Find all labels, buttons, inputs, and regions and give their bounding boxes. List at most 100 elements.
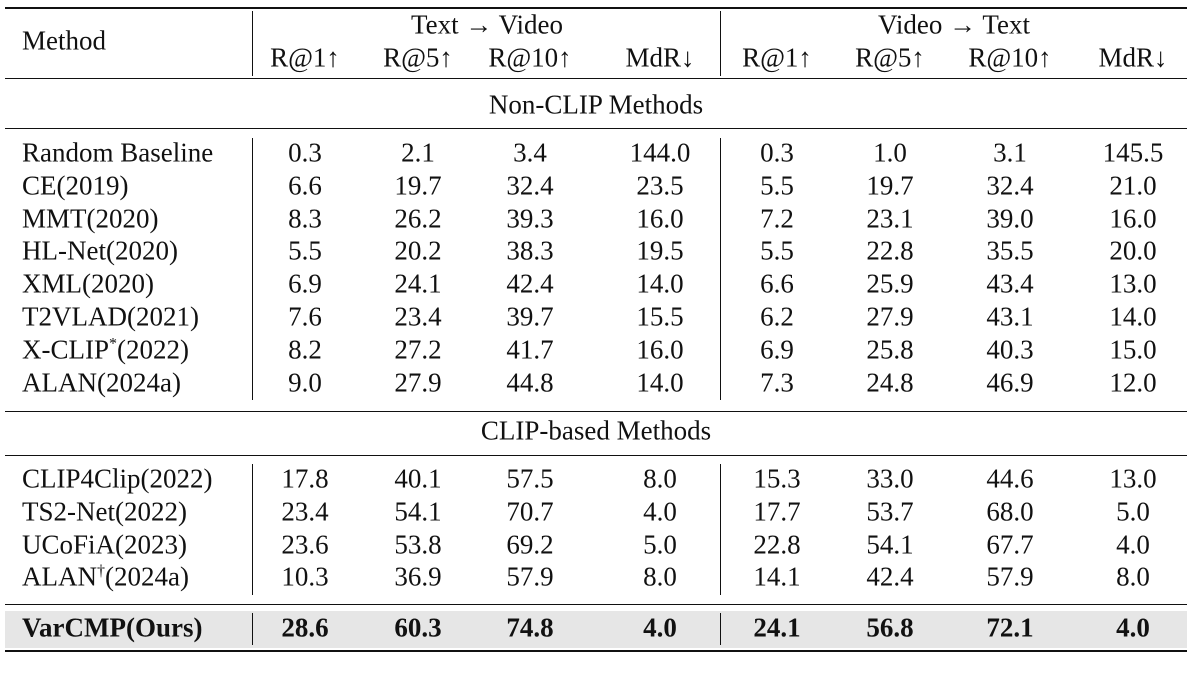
cell-value: 41.7 bbox=[506, 334, 554, 365]
header-column: R@1↑ bbox=[270, 42, 340, 73]
cell-value: 19.7 bbox=[394, 170, 442, 201]
method-name: ALAN†(2024a) bbox=[22, 561, 189, 592]
method-name: MMT(2020) bbox=[22, 203, 159, 234]
column-divider bbox=[720, 613, 721, 645]
cell-value: 14.0 bbox=[636, 367, 684, 398]
cell-value: 43.1 bbox=[986, 301, 1034, 332]
cell-value: 44.8 bbox=[506, 367, 554, 398]
cell-value: 25.8 bbox=[866, 334, 914, 365]
column-divider bbox=[252, 613, 253, 645]
section-rule bbox=[5, 455, 1187, 456]
cell-value: 60.3 bbox=[394, 612, 442, 643]
cell-value: 12.0 bbox=[1109, 367, 1157, 398]
method-name: XML(2020) bbox=[22, 268, 154, 299]
cell-value: 8.3 bbox=[288, 203, 322, 234]
cell-value: 32.4 bbox=[986, 170, 1034, 201]
cell-value: 57.9 bbox=[986, 561, 1034, 592]
cell-value: 4.0 bbox=[1116, 529, 1150, 560]
cell-value: 35.5 bbox=[986, 235, 1034, 266]
cell-value: 27.9 bbox=[394, 367, 442, 398]
cell-value: 16.0 bbox=[636, 203, 684, 234]
cell-value: 19.5 bbox=[636, 235, 684, 266]
cell-value: 8.0 bbox=[643, 561, 677, 592]
cell-value: 6.6 bbox=[760, 268, 794, 299]
cell-value: 68.0 bbox=[986, 496, 1034, 527]
cell-value: 13.0 bbox=[1109, 463, 1157, 494]
cell-value: 39.7 bbox=[506, 301, 554, 332]
cell-value: 14.0 bbox=[636, 268, 684, 299]
cell-value: 4.0 bbox=[1116, 612, 1150, 643]
header-column: MdR↓ bbox=[1098, 42, 1168, 73]
cell-value: 0.3 bbox=[288, 137, 322, 168]
cell-value: 28.6 bbox=[281, 612, 329, 643]
method-name: VarCMP(Ours) bbox=[22, 612, 203, 643]
cell-value: 16.0 bbox=[636, 334, 684, 365]
method-name: ALAN(2024a) bbox=[22, 367, 181, 398]
cell-value: 16.0 bbox=[1109, 203, 1157, 234]
section-rule bbox=[5, 604, 1187, 605]
method-name: CE(2019) bbox=[22, 170, 129, 201]
cell-value: 5.5 bbox=[760, 235, 794, 266]
header-method: Method bbox=[22, 25, 106, 56]
cell-value: 23.5 bbox=[636, 170, 684, 201]
cell-value: 6.9 bbox=[288, 268, 322, 299]
method-name: TS2-Net(2022) bbox=[22, 496, 187, 527]
cell-value: 20.0 bbox=[1109, 235, 1157, 266]
cell-value: 5.0 bbox=[1116, 496, 1150, 527]
cell-value: 1.0 bbox=[873, 137, 907, 168]
method-year: (2022) bbox=[117, 334, 189, 365]
method-name: HL-Net(2020) bbox=[22, 235, 178, 266]
cell-value: 0.3 bbox=[760, 137, 794, 168]
cell-value: 36.9 bbox=[394, 561, 442, 592]
cell-value: 7.3 bbox=[760, 367, 794, 398]
cell-value: 22.8 bbox=[753, 529, 801, 560]
cell-value: 40.1 bbox=[394, 463, 442, 494]
column-divider bbox=[720, 11, 721, 76]
cell-value: 39.3 bbox=[506, 203, 554, 234]
header-column: R@1↑ bbox=[742, 42, 812, 73]
cell-value: 23.1 bbox=[866, 203, 914, 234]
cell-value: 20.2 bbox=[394, 235, 442, 266]
cell-value: 72.1 bbox=[986, 612, 1034, 643]
cell-value: 32.4 bbox=[506, 170, 554, 201]
cell-value: 57.9 bbox=[506, 561, 554, 592]
cell-value: 144.0 bbox=[629, 137, 691, 168]
cell-value: 6.6 bbox=[288, 170, 322, 201]
cell-value: 33.0 bbox=[866, 463, 914, 494]
method-name: UCoFiA(2023) bbox=[22, 529, 188, 560]
section-rule bbox=[5, 411, 1187, 412]
cell-value: 43.4 bbox=[986, 268, 1034, 299]
cell-value: 22.8 bbox=[866, 235, 914, 266]
cell-value: 19.7 bbox=[866, 170, 914, 201]
cell-value: 24.1 bbox=[394, 268, 442, 299]
cell-value: 8.0 bbox=[1116, 561, 1150, 592]
bottom-rule bbox=[5, 650, 1187, 652]
cell-value: 15.0 bbox=[1109, 334, 1157, 365]
cell-value: 24.1 bbox=[753, 612, 801, 643]
column-divider bbox=[252, 464, 253, 595]
cell-value: 3.4 bbox=[513, 137, 547, 168]
cell-value: 13.0 bbox=[1109, 268, 1157, 299]
cell-value: 26.2 bbox=[394, 203, 442, 234]
method-base: ALAN bbox=[22, 561, 97, 592]
header-column: R@10↑ bbox=[488, 42, 572, 73]
cell-value: 145.5 bbox=[1102, 137, 1164, 168]
cell-value: 2.1 bbox=[401, 137, 435, 168]
cell-value: 6.9 bbox=[760, 334, 794, 365]
header-column: R@10↑ bbox=[968, 42, 1052, 73]
cell-value: 53.8 bbox=[394, 529, 442, 560]
cell-value: 15.3 bbox=[753, 463, 801, 494]
cell-value: 25.9 bbox=[866, 268, 914, 299]
method-base: X-CLIP bbox=[22, 334, 109, 365]
cell-value: 24.8 bbox=[866, 367, 914, 398]
cell-value: 14.1 bbox=[753, 561, 801, 592]
cell-value: 5.5 bbox=[288, 235, 322, 266]
cell-value: 42.4 bbox=[866, 561, 914, 592]
header-column: R@5↑ bbox=[383, 42, 453, 73]
cell-value: 70.7 bbox=[506, 496, 554, 527]
cell-value: 56.8 bbox=[866, 612, 914, 643]
cell-value: 27.9 bbox=[866, 301, 914, 332]
cell-value: 5.0 bbox=[643, 529, 677, 560]
cell-value: 57.5 bbox=[506, 463, 554, 494]
column-divider bbox=[252, 11, 253, 76]
